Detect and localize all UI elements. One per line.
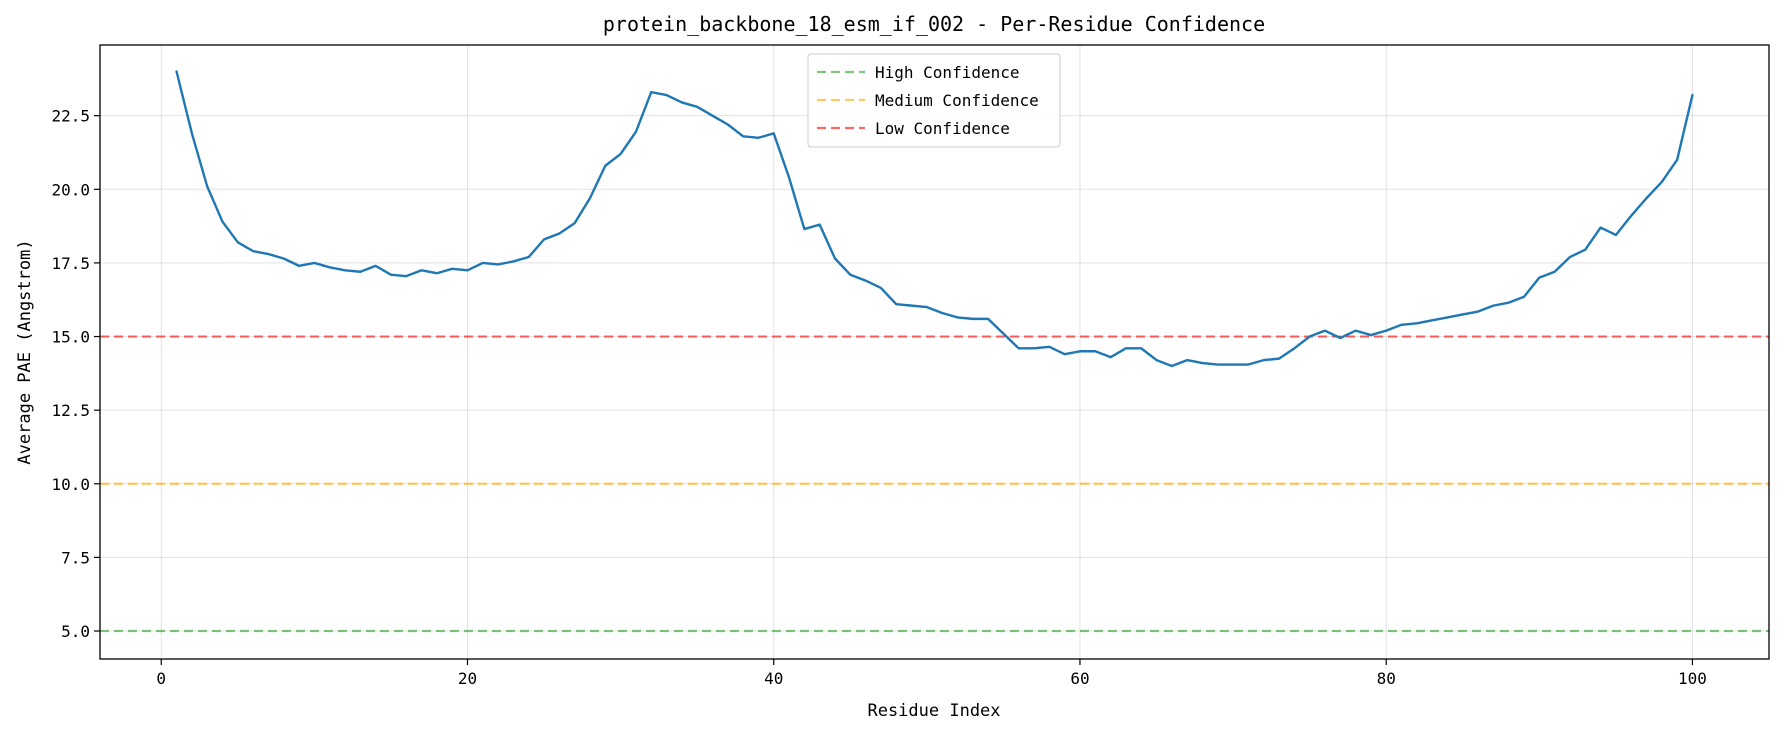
legend-label: Medium Confidence	[875, 91, 1039, 110]
y-axis: 5.0 7.5 10.0 12.5 15.0 17.5 20.0 22.5	[51, 107, 100, 641]
x-axis: 0 20 40 60 80 100	[156, 659, 1707, 688]
legend-box	[807, 53, 1061, 148]
reference-lines	[100, 335, 1769, 633]
y-tick-label: 15.0	[51, 328, 90, 347]
plot-frame	[99, 44, 1770, 660]
legend-label: High Confidence	[875, 63, 1020, 82]
legend-label: Low Confidence	[875, 119, 1010, 138]
x-tick-label: 20	[458, 669, 477, 688]
x-tick-label: 40	[764, 669, 783, 688]
y-tick-label: 22.5	[51, 107, 90, 126]
x-axis-label: Residue Index	[867, 701, 1000, 721]
x-tick-label: 0	[156, 669, 166, 688]
y-tick-label: 5.0	[61, 622, 90, 641]
y-tick-label: 20.0	[51, 180, 90, 199]
y-axis-label: Average PAE (Angstrom)	[15, 239, 35, 464]
y-tick-label: 12.5	[51, 401, 90, 420]
x-tick-label: 60	[1070, 669, 1089, 688]
chart-title: protein_backbone_18_esm_if_002 - Per-Res…	[603, 12, 1265, 36]
legend: High Confidence Medium Confidence Low Conf…	[807, 53, 1061, 148]
data-series	[175, 70, 1694, 368]
y-tick-label: 17.5	[51, 254, 90, 273]
x-tick-label: 100	[1678, 669, 1707, 688]
y-tick-label: 10.0	[51, 475, 90, 494]
y-tick-label: 7.5	[61, 548, 90, 567]
x-tick-label: 80	[1377, 669, 1396, 688]
pae-series-line	[175, 70, 1694, 368]
